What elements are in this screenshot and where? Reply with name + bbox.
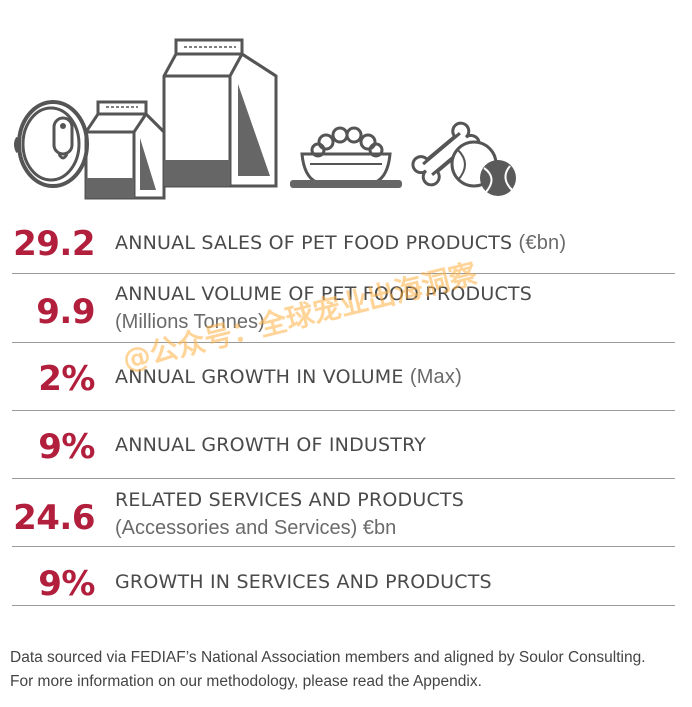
stat-label: GROWTH IN SERVICES AND PRODUCTS [115,571,492,593]
source-footnote: Data sourced via FEDIAF’s National Assoc… [10,646,690,694]
stat-label-text: ANNUAL SALES OF PET FOOD PRODUCTS [115,232,513,254]
divider [12,342,675,343]
stat-value: 24.6 [13,498,95,538]
stat-label: ANNUAL SALES OF PET FOOD PRODUCTS (€bn) [115,232,566,255]
stat-value: 29.2 [13,224,95,264]
stat-sublabel: (Accessories and Services) €bn [115,517,397,539]
footnote-line: For more information on our methodology,… [10,673,482,690]
divider [12,478,675,479]
stat-row-annual-sales: 29.2 ANNUAL SALES OF PET FOOD PRODUCTS (… [0,223,692,275]
stat-row-annual-volume: 9.9 ANNUAL VOLUME OF PET FOOD PRODUCTS (… [0,282,692,342]
stat-row-related-services: 24.6 RELATED SERVICES AND PRODUCTS (Acce… [0,488,692,548]
stat-row-growth-volume: 2% ANNUAL GROWTH IN VOLUME (Max) [0,358,692,408]
divider [12,410,675,411]
stat-row-growth-services: 9% GROWTH IN SERVICES AND PRODUCTS [0,563,692,613]
stat-row-growth-industry: 9% ANNUAL GROWTH OF INDUSTRY [0,426,692,476]
stat-unit: (€bn) [518,232,567,254]
bone-and-ball-toy-icon [411,121,516,196]
small-pet-food-bag-icon [84,100,166,200]
divider [12,605,675,606]
footnote-line: Data sourced via FEDIAF’s National Assoc… [10,649,646,666]
stat-label: RELATED SERVICES AND PRODUCTS [115,489,464,511]
stat-sublabel: (Millions Tonnes) [115,311,265,333]
pet-products-icon-strip [0,0,692,215]
stat-value: 9% [38,564,95,604]
stat-label: ANNUAL GROWTH IN VOLUME (Max) [115,366,462,389]
stat-label-text: ANNUAL GROWTH IN VOLUME [115,366,404,388]
divider [12,546,675,547]
divider [12,273,675,274]
pet-food-bowl-icon [290,126,402,188]
stat-label: ANNUAL GROWTH OF INDUSTRY [115,434,426,456]
stat-value: 2% [38,359,95,399]
stat-label-text: ANNUAL GROWTH OF INDUSTRY [115,434,427,456]
large-pet-food-bag-icon [162,38,278,188]
stat-label: ANNUAL VOLUME OF PET FOOD PRODUCTS [115,283,532,305]
stat-label-text: GROWTH IN SERVICES AND PRODUCTS [115,571,492,593]
stat-unit: (Max) [409,366,462,388]
stat-label-text: ANNUAL VOLUME OF PET FOOD PRODUCTS [115,283,532,305]
stat-value: 9% [38,427,95,467]
stat-label-text: RELATED SERVICES AND PRODUCTS [115,489,464,511]
stat-value: 9.9 [36,292,95,332]
